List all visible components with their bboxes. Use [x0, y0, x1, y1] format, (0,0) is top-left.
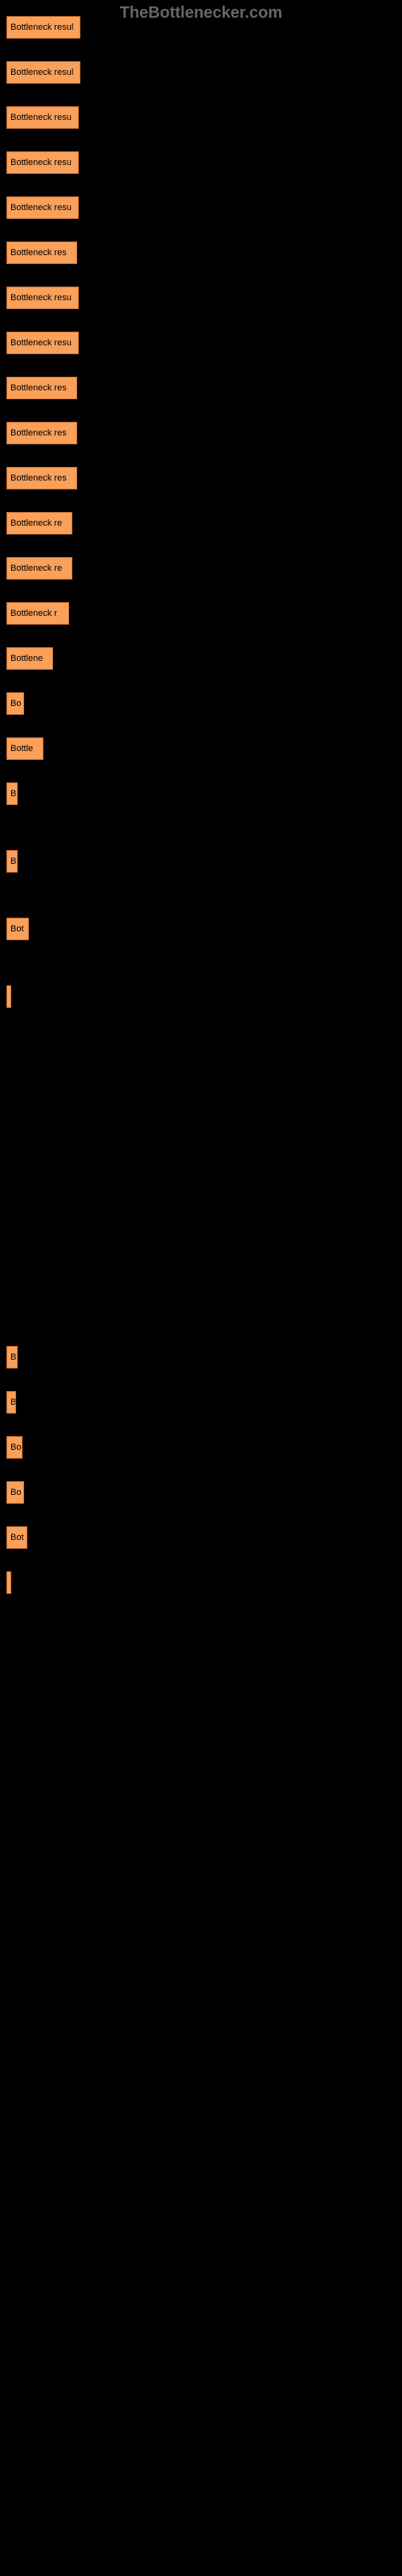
bar-row	[6, 1571, 402, 1594]
bar-row: Bottleneck resu	[6, 287, 402, 309]
bar-row: Bottleneck res	[6, 242, 402, 264]
chart-bar: Bo	[6, 1481, 24, 1504]
chart-bar: Bot	[6, 918, 29, 940]
bar-row: Bottlene	[6, 647, 402, 670]
bar-label: Bottleneck res	[10, 248, 67, 258]
chart-bar: Bo	[6, 1436, 23, 1459]
chart-bar: B	[6, 850, 18, 873]
bar-label: B	[10, 789, 16, 799]
bar-label: Bottleneck re	[10, 518, 62, 528]
chart-bar: Bottleneck re	[6, 557, 72, 580]
chart-bar: Bottleneck res	[6, 422, 77, 444]
bar-label: Bot	[10, 1533, 24, 1542]
bar-label: Bottleneck re	[10, 564, 62, 573]
bar-label: Bottlene	[10, 654, 43, 663]
chart-bar: Bottleneck resul	[6, 16, 80, 39]
bar-row: Bottleneck res	[6, 467, 402, 489]
bar-label: Bottleneck res	[10, 428, 67, 438]
chart-bar: Bottleneck resul	[6, 61, 80, 84]
bar-label: Bottleneck res	[10, 383, 67, 393]
bar-chart: Bottleneck resul Bottleneck resul Bottlene…	[0, 0, 402, 1594]
chart-bar	[6, 1571, 11, 1594]
chart-bar: Bottlene	[6, 647, 53, 670]
bar-row: Bottleneck resul	[6, 61, 402, 84]
bar-row: Bottleneck resu	[6, 151, 402, 174]
bar-row: Bottleneck res	[6, 422, 402, 444]
bar-label: B	[10, 1397, 16, 1407]
bar-label: Bottleneck r	[10, 609, 57, 618]
chart-bar: Bottleneck resu	[6, 332, 79, 354]
chart-bar	[6, 985, 11, 1008]
bar-label: Bottleneck resu	[10, 338, 72, 348]
chart-bar: Bottleneck res	[6, 242, 77, 264]
chart-bar: Bottleneck resu	[6, 151, 79, 174]
bar-label: B	[10, 857, 16, 866]
bar-label: Bo	[10, 1488, 21, 1497]
bar-label: Bottleneck resul	[10, 23, 73, 32]
chart-bar: Bottleneck re	[6, 512, 72, 535]
chart-bar: Bottleneck resu	[6, 287, 79, 309]
bar-label: Bottleneck resu	[10, 293, 72, 303]
chart-bar: Bottleneck r	[6, 602, 69, 625]
bar-label: Bo	[10, 699, 21, 708]
bar-row: Bottleneck re	[6, 557, 402, 580]
bar-row: Bottleneck resu	[6, 196, 402, 219]
bar-row	[6, 985, 402, 1008]
chart-bar: Bottleneck res	[6, 467, 77, 489]
chart-bar: B	[6, 1346, 18, 1368]
chart-bar: Bottleneck res	[6, 377, 77, 399]
bar-row: B	[6, 1391, 402, 1414]
bar-row: B	[6, 782, 402, 805]
bar-row: Bot	[6, 1526, 402, 1549]
bar-row: Bottleneck res	[6, 377, 402, 399]
bar-label: Bottleneck resul	[10, 68, 73, 77]
bar-row: Bottleneck re	[6, 512, 402, 535]
chart-bar: B	[6, 1391, 16, 1414]
bar-row: Bottleneck resu	[6, 106, 402, 129]
bar-label: Bottleneck resu	[10, 158, 72, 167]
bar-label: Bottleneck res	[10, 473, 67, 483]
bar-row: Bottleneck resu	[6, 332, 402, 354]
bar-row: Bottleneck r	[6, 602, 402, 625]
chart-bar: Bottleneck resu	[6, 196, 79, 219]
bar-row: Bo	[6, 1436, 402, 1459]
bar-label: Bo	[10, 1443, 21, 1452]
bar-label: B	[10, 1352, 16, 1362]
bar-row: Bo	[6, 692, 402, 715]
bar-label: Bottleneck resu	[10, 113, 72, 122]
bar-row: Bot	[6, 918, 402, 940]
bar-row: Bottle	[6, 737, 402, 760]
bar-row: B	[6, 850, 402, 873]
bar-label: Bottleneck resu	[10, 203, 72, 213]
bar-row: B	[6, 1346, 402, 1368]
chart-bar: Bo	[6, 692, 24, 715]
chart-bar: B	[6, 782, 18, 805]
bar-row: Bo	[6, 1481, 402, 1504]
bar-label: Bottle	[10, 744, 33, 753]
chart-bar: Bottleneck resu	[6, 106, 79, 129]
chart-bar: Bot	[6, 1526, 27, 1549]
bar-label: Bot	[10, 924, 24, 934]
watermark-text: TheBottlenecker.com	[120, 4, 282, 23]
chart-bar: Bottle	[6, 737, 43, 760]
